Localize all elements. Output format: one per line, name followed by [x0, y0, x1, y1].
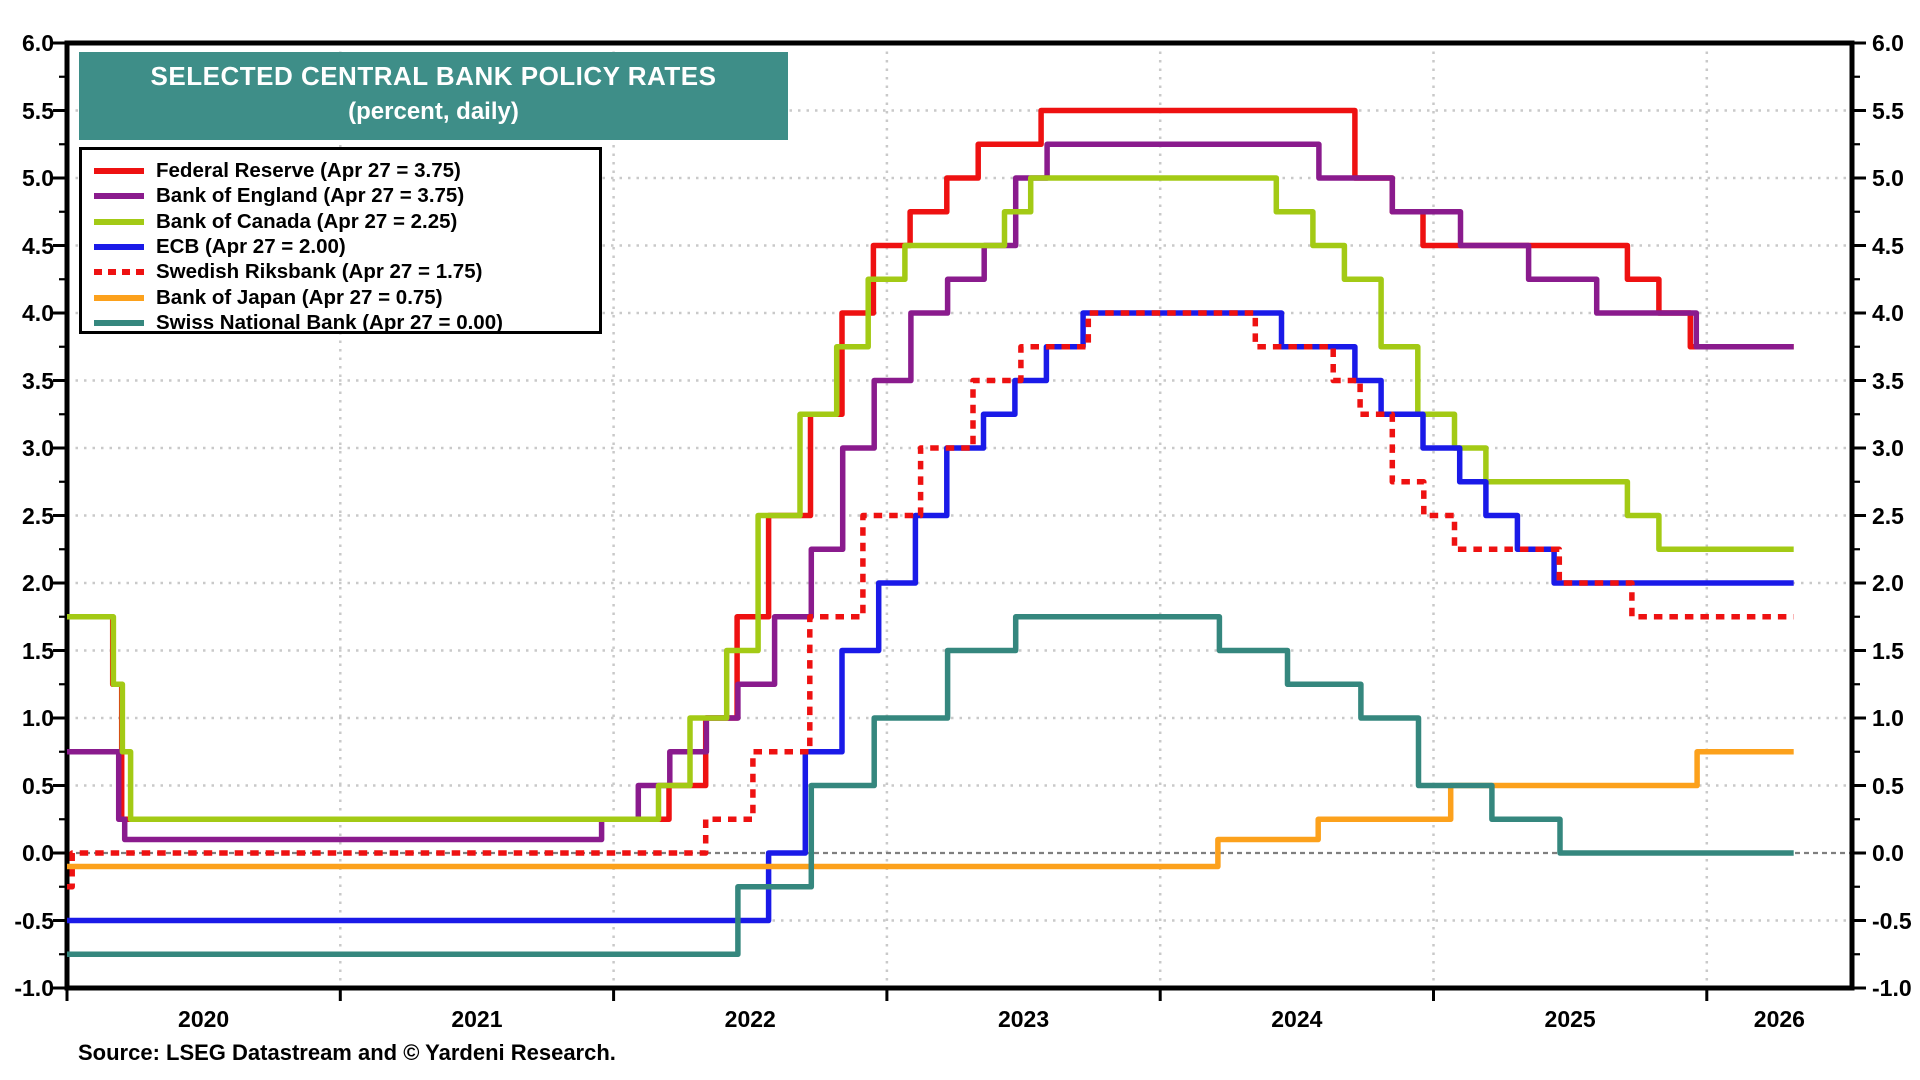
series-line-riksbank [67, 310, 1794, 890]
x-axis-label: 2021 [451, 1006, 503, 1032]
legend-label-boc: Bank of Canada (Apr 27 = 2.25) [156, 209, 458, 233]
legend-swatch-fed [94, 168, 144, 174]
legend: Federal Reserve (Apr 27 = 3.75) Bank of E… [79, 147, 602, 334]
chart-subtitle: (percent, daily) [348, 98, 519, 125]
y-axis-label-left: 4.5 [22, 232, 54, 259]
legend-label-boe: Bank of England (Apr 27 = 3.75) [156, 184, 465, 208]
y-axis-label-right: 3.5 [1872, 367, 1904, 394]
series-line-ecb [67, 310, 1794, 924]
y-axis-label-left: -0.5 [14, 907, 54, 934]
y-axis-label-right: 3.0 [1872, 435, 1904, 461]
legend-label-fed: Federal Reserve (Apr 27 = 3.75) [156, 159, 461, 182]
y-axis-label-left: 1.5 [22, 637, 54, 664]
legend-swatch-ecb [94, 243, 144, 250]
series-line-boc [67, 175, 1794, 823]
legend-label-riksbank: Swedish Riksbank (Apr 27 = 1.75) [156, 260, 483, 284]
chart-title-bar: SELECTED CENTRAL BANK POLICY RATES (perc… [79, 52, 788, 140]
y-axis-label-left: 2.0 [22, 570, 54, 596]
y-axis-label-left: 3.0 [22, 435, 54, 461]
legend-swatch-snb [94, 319, 144, 326]
y-axis-label-left: -1.0 [14, 975, 54, 1001]
legend-swatch-riksbank-dotted [94, 269, 144, 276]
chart-title: SELECTED CENTRAL BANK POLICY RATES [150, 61, 717, 91]
y-axis-label-left: 1.0 [22, 705, 54, 731]
y-axis-label-right: 1.5 [1872, 637, 1904, 664]
x-axis-label: 2024 [1271, 1006, 1323, 1032]
x-axis-label: 2023 [997, 1006, 1050, 1032]
y-axis-label-right: 0.0 [1872, 840, 1904, 866]
legend-item-boj: Bank of Japan (Apr 27 = 0.75) [82, 285, 599, 311]
x-axis-label: 2020 [178, 1006, 230, 1032]
y-axis-label-right: 5.0 [1872, 165, 1904, 191]
x-axis-label: 2025 [1544, 1006, 1596, 1032]
series-line-snb [67, 614, 1794, 958]
y-axis-label-right: -0.5 [1872, 907, 1912, 934]
y-axis-label-right: -1.0 [1872, 975, 1912, 1001]
y-axis-label-right: 4.5 [1872, 232, 1904, 259]
legend-item-ecb: ECB (Apr 27 = 2.00) [82, 234, 599, 260]
y-axis-label-left: 4.0 [22, 300, 54, 326]
y-axis-label-right: 1.0 [1872, 705, 1904, 731]
legend-item-snb: Swiss National Bank (Apr 27 = 0.00) [82, 310, 599, 336]
legend-label-snb: Swiss National Bank (Apr 27 = 0.00) [156, 310, 503, 334]
y-axis-label-right: 4.0 [1872, 300, 1904, 326]
y-axis-label-left: 0.0 [22, 840, 54, 866]
legend-swatch-boc [94, 218, 144, 225]
legend-label-boj: Bank of Japan (Apr 27 = 0.75) [156, 285, 443, 309]
series-line-boe [67, 141, 1794, 843]
y-axis-label-right: 2.0 [1872, 570, 1904, 596]
y-axis-label-right: 5.5 [1872, 97, 1904, 124]
legend-item-fed: Federal Reserve (Apr 27 = 3.75) [82, 158, 599, 184]
legend-swatch-boe [94, 193, 144, 200]
y-axis-label-right: 2.5 [1872, 502, 1904, 529]
source-note: Source: LSEG Datastream and © Yardeni Re… [78, 1040, 616, 1065]
y-axis-label-right: 0.5 [1872, 772, 1904, 799]
x-axis-label: 2026 [1753, 1006, 1805, 1032]
legend-item-riksbank: Swedish Riksbank (Apr 27 = 1.75) [82, 259, 599, 285]
y-axis-label-left: 0.5 [22, 772, 54, 799]
y-axis-label-left: 6.0 [22, 30, 54, 56]
y-axis-label-left: 3.5 [22, 367, 54, 394]
y-axis-label-left: 2.5 [22, 502, 54, 529]
legend-swatch-boj [94, 294, 144, 301]
y-axis-label-left: 5.0 [22, 165, 54, 191]
y-axis-label-left: 5.5 [22, 97, 54, 124]
y-axis-label-right: 6.0 [1872, 30, 1904, 56]
legend-label-ecb: ECB (Apr 27 = 2.00) [156, 234, 346, 258]
x-axis-label: 2022 [724, 1006, 776, 1032]
series-line-boj [67, 749, 1794, 870]
legend-item-boc: Bank of Canada (Apr 27 = 2.25) [82, 209, 599, 235]
legend-item-boe: Bank of England (Apr 27 = 3.75) [82, 183, 599, 209]
